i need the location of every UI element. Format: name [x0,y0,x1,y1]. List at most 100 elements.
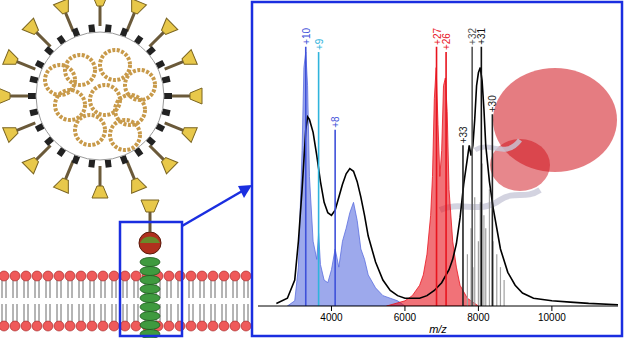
lipid-tail [134,304,135,322]
lipid-tail [61,304,62,322]
nucleocapsid-coil [45,65,75,95]
lipid-tail [167,304,168,322]
lipid-tail [50,280,51,298]
lipid-tail [171,280,172,298]
lipid-tail [39,304,40,322]
lipid-head [10,321,20,331]
lipid-tail [6,280,7,298]
lipid-tail [101,304,102,322]
lipid-head [186,271,196,281]
spectrum-stick [474,197,475,306]
lipid-head [186,321,196,331]
lipid-tail [61,280,62,298]
spectrum-stick [504,280,505,306]
lipid-head [230,321,240,331]
charge-line [471,47,473,306]
lipid-head [219,321,229,331]
charge-label: +30 [487,95,498,112]
lipid-head [197,271,207,281]
charge-label: +31 [476,27,487,44]
lipid-tail [28,280,29,298]
page: {"chart_data": { "type": "line", "xlabel… [0,0,624,338]
nucleocapsid-coil [100,50,130,80]
lipid-tail [237,280,238,298]
lipid-tail [200,280,201,298]
lipid-head [208,271,218,281]
x-tick [331,306,332,311]
charge-line [334,130,336,306]
charge-line [462,145,464,306]
spike-stalk [17,123,35,131]
lipid-tail [233,304,234,322]
receptor-helix [140,303,160,312]
lipid-tail [39,280,40,298]
charge-label: +8 [330,116,341,128]
spike-head [141,200,159,212]
lipid-tail [138,280,139,298]
lipid-tail [50,304,51,322]
spike-head [92,0,108,6]
lipid-head [241,321,251,331]
envelope-protein [105,159,112,168]
lipid-tail [6,304,7,322]
spike-stalk [149,32,163,46]
receptor-helix [140,285,160,294]
lipid-tail [94,304,95,322]
lipid-tail [171,304,172,322]
lipid-tail [79,304,80,322]
lipid-tail [24,304,25,322]
lipid-tail [167,280,168,298]
x-axis [258,306,618,307]
charge-label: +26 [441,33,452,50]
plot-area [276,47,618,306]
nucleocapsid-coil [125,70,155,100]
receptor-head-cap [140,237,160,243]
charge-line [305,47,307,306]
lipid-head [98,321,108,331]
lipid-head [230,271,240,281]
lipid-head [109,271,119,281]
spectrum-area [387,68,479,306]
lipid-head [197,321,207,331]
lipid-tail [94,280,95,298]
envelope-protein [28,93,36,99]
spectrum-stick [483,215,484,306]
lipid-tail [123,304,124,322]
envelope-protein [88,159,95,168]
lipid-tail [90,304,91,322]
lipid-tail [233,280,234,298]
receptor-helix [140,294,160,303]
spike-head [0,88,10,104]
spike-stalk [36,32,50,46]
figure: +10+9+8+27+26+33+32+31+30400060008000100… [0,0,624,338]
lipid-tail [127,280,128,298]
charge-line [445,52,447,306]
spike-head [54,176,73,193]
lipid-head [65,321,75,331]
lipid-head [0,271,9,281]
lipid-tail [248,304,249,322]
spike-stalk [165,62,183,70]
lipid-head [10,271,20,281]
lipid-tail [13,280,14,298]
lipid-tail [13,304,14,322]
lipid-tail [244,304,245,322]
lipid-head [131,271,141,281]
lipid-head [131,321,141,331]
lipid-tail [211,280,212,298]
charge-label: +9 [314,38,325,50]
nucleocapsid-coil [110,120,140,150]
lipid-head [120,271,130,281]
nucleocapsid-coil [75,115,105,145]
spike-head [190,88,202,104]
receptor-helix [140,258,160,267]
charge-line [318,52,320,306]
envelope-protein [164,93,172,99]
lipid-head [54,271,64,281]
spectrum-line [276,68,618,305]
envelope [36,32,164,160]
spike-head [22,18,42,38]
lipid-tail [215,304,216,322]
x-tick-label: 4000 [320,312,343,323]
lipid-tail [105,280,106,298]
